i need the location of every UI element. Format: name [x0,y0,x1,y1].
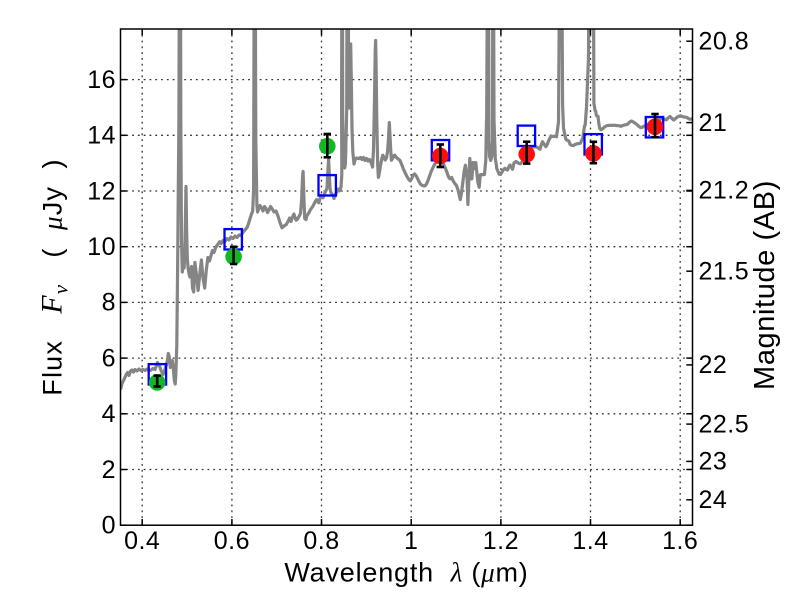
svg-text:21.2: 21.2 [699,177,750,205]
svg-text:Wavelength λ (μm): Wavelength λ (μm) [284,558,528,588]
svg-text:0.6: 0.6 [214,527,250,555]
svg-text:0.8: 0.8 [303,527,339,555]
svg-text:21: 21 [699,109,728,137]
svg-text:23: 23 [699,448,728,476]
svg-text:10: 10 [87,233,116,261]
svg-text:6: 6 [102,344,116,372]
svg-text:2: 2 [102,456,116,484]
svg-text:0.4: 0.4 [124,527,160,555]
svg-text:22.5: 22.5 [699,410,750,438]
svg-text:0: 0 [102,512,116,540]
svg-text:1.4: 1.4 [572,527,608,555]
svg-text:1.2: 1.2 [483,527,519,555]
svg-text:21.5: 21.5 [699,258,750,286]
svg-text:Flux Fν ( μJy ): Flux Fν ( μJy ) [36,158,73,395]
svg-text:Magnitude (AB): Magnitude (AB) [749,180,781,390]
svg-text:1.6: 1.6 [662,527,698,555]
svg-text:24: 24 [699,486,728,514]
svg-text:14: 14 [87,122,116,150]
svg-text:20.8: 20.8 [699,28,750,56]
svg-text:22: 22 [699,351,728,379]
svg-text:12: 12 [87,177,116,205]
svg-text:4: 4 [102,400,116,428]
svg-text:1: 1 [404,527,418,555]
svg-text:8: 8 [102,289,116,317]
svg-text:16: 16 [87,66,116,94]
